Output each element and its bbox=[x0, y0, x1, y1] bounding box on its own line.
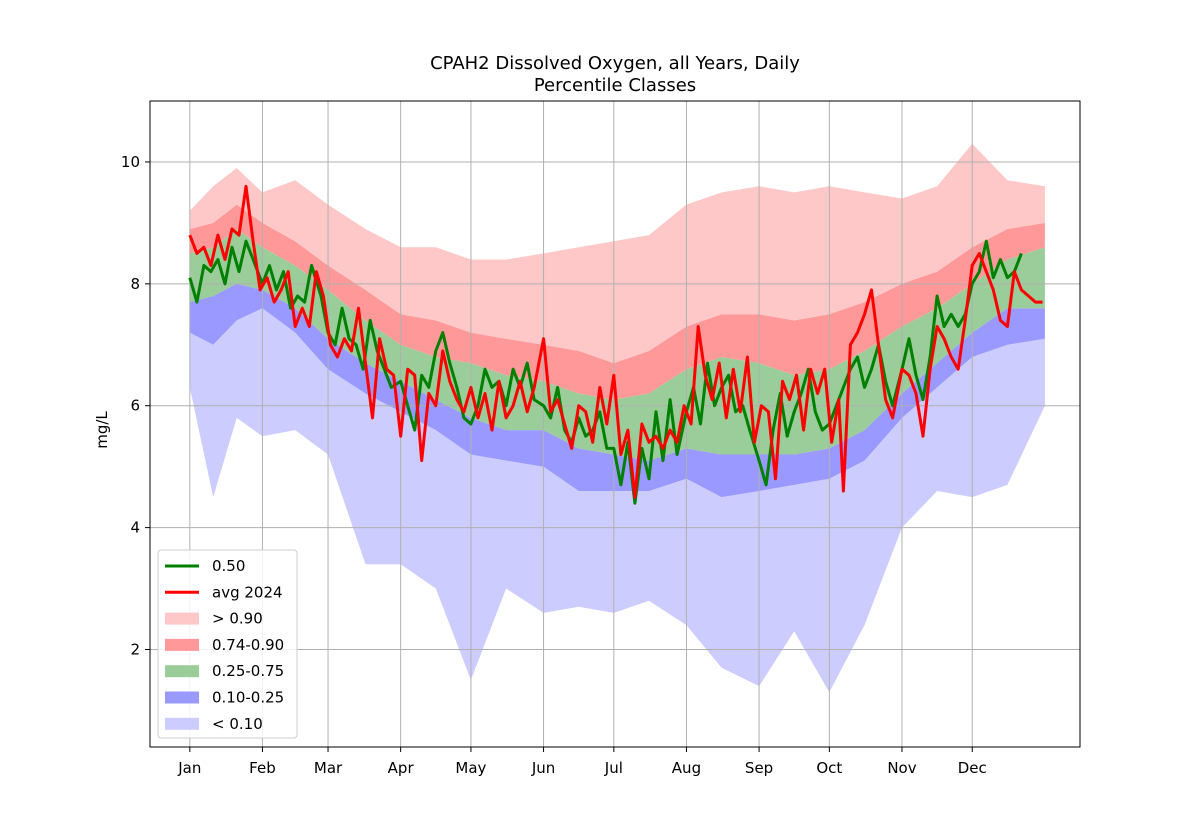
legend-label-0: 0.50 bbox=[212, 557, 245, 575]
legend-label-5: 0.10-0.25 bbox=[212, 689, 284, 707]
chart-title: CPAH2 Dissolved Oxygen, all Years, Daily bbox=[430, 53, 800, 74]
plot-area bbox=[149, 100, 1081, 748]
legend-label-3: 0.74-0.90 bbox=[212, 636, 284, 654]
band-1 bbox=[189, 283, 1045, 498]
legend-label-6: < 0.10 bbox=[212, 715, 263, 733]
plot-frame bbox=[149, 100, 1081, 748]
x-tick-label-7: Aug bbox=[672, 759, 701, 777]
x-tick-label-0: Jan bbox=[177, 759, 201, 777]
legend-swatch-3 bbox=[165, 638, 199, 651]
y-tick-label-2: 6 bbox=[130, 397, 140, 415]
y-tick-label-4: 10 bbox=[121, 153, 140, 171]
band-0 bbox=[189, 308, 1045, 693]
y-axis-label: mg/L bbox=[93, 411, 111, 449]
x-tick-label-10: Nov bbox=[887, 759, 916, 777]
x-tick-label-11: Dec bbox=[958, 759, 987, 777]
legend-label-2: > 0.90 bbox=[212, 610, 263, 628]
x-tick-label-9: Oct bbox=[816, 759, 842, 777]
chart-subtitle: Percentile Classes bbox=[534, 75, 696, 96]
legend-items: 0.50 avg 2024 > 0.90 0.74-0.90 0.25-0.75 0.10… bbox=[165, 557, 284, 733]
legend-swatch-2 bbox=[165, 612, 199, 625]
series-lines bbox=[188, 184, 1043, 505]
grid bbox=[150, 101, 1080, 747]
x-tick-label-3: Apr bbox=[388, 759, 415, 777]
legend-swatch-6 bbox=[165, 717, 199, 730]
band-2 bbox=[189, 229, 1045, 461]
legend-swatch-4 bbox=[165, 665, 199, 678]
legend: 0.50 avg 2024 > 0.90 0.74-0.90 0.25-0.75 0.10… bbox=[157, 549, 298, 739]
legend-label-1: avg 2024 bbox=[212, 583, 283, 601]
x-tick-label-5: Jun bbox=[531, 759, 555, 777]
legend-swatch-5 bbox=[165, 691, 199, 704]
x-tick-label-1: Feb bbox=[249, 759, 276, 777]
series-line-1 bbox=[188, 184, 1043, 499]
y-tick-label-0: 2 bbox=[130, 640, 140, 658]
x-tick-label-8: Sep bbox=[745, 759, 773, 777]
axis-ticks: Jan Feb Mar Apr May Jun Jul Aug Sep Oct Nov Dec 2 4 6 8… bbox=[121, 153, 987, 777]
band-4 bbox=[189, 143, 1045, 364]
y-tick-label-1: 4 bbox=[130, 519, 140, 537]
band-3 bbox=[189, 204, 1045, 400]
legend-label-4: 0.25-0.75 bbox=[212, 662, 284, 680]
x-tick-label-6: Jul bbox=[604, 759, 623, 777]
percentile-bands bbox=[189, 143, 1045, 693]
y-tick-label-3: 8 bbox=[130, 275, 140, 293]
legend-box bbox=[157, 549, 298, 739]
x-tick-label-2: Mar bbox=[314, 759, 343, 777]
x-tick-label-4: May bbox=[455, 759, 486, 777]
